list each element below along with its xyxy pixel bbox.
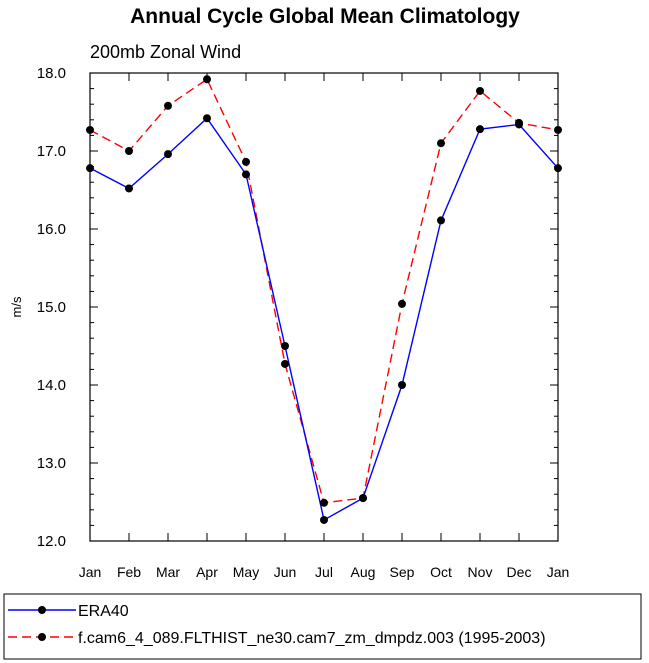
data-point-0 [515,120,523,129]
x-tick-label: Jan [547,564,570,580]
data-point-0 [203,114,211,123]
x-tick-label: Mar [156,564,180,580]
x-tick-label: Oct [430,564,452,580]
data-point-1 [476,86,484,95]
data-point-0 [320,515,328,524]
x-tick-label: Aug [351,564,376,580]
x-tick-label: Jan [79,564,102,580]
axis-ticks [89,72,559,542]
y-tick-labels: 12.0 13.0 14.0 15.0 16.0 17.0 18.0 [37,65,66,550]
series-layer [86,75,562,524]
data-point-0 [359,494,367,503]
x-tick-label: Sep [390,564,415,580]
y-tick-label: 17.0 [37,143,66,160]
series-line-1 [89,78,559,504]
y-tick-label: 18.0 [37,65,66,82]
legend-marker-0 [38,606,46,614]
chart-title: Annual Cycle Global Mean Climatology [130,5,520,28]
y-tick-label: 13.0 [37,455,66,472]
data-point-1 [320,498,328,507]
chart-subtitle: 200mb Zonal Wind [90,42,241,62]
x-tick-label: Nov [468,564,493,580]
data-point-1 [437,139,445,148]
data-point-1 [125,147,133,155]
data-point-0 [398,381,406,389]
legend: ERA40 f.cam6_4_089.FLTHIST_ne30.cam7_zm_d… [3,593,642,660]
data-point-0 [281,342,289,350]
x-tick-label: May [233,564,259,580]
data-point-0 [437,216,445,225]
data-point-0 [164,150,172,159]
x-tick-labels: Jan Feb Mar Apr May Jun Jul Aug Sep Oct Nov Dec Jan [79,564,570,580]
data-point-1 [164,101,172,110]
legend-label-1: f.cam6_4_089.FLTHIST_ne30.cam7_zm_dmpdz.… [78,630,546,647]
data-point-1 [242,157,250,166]
y-axis-label: m/s [9,296,24,317]
legend-entries: ERA40 f.cam6_4_089.FLTHIST_ne30.cam7_zm_d… [8,603,546,647]
data-point-1 [281,359,289,368]
plot-frame [89,72,559,542]
y-tick-label: 14.0 [37,377,66,394]
x-tick-label: Jun [274,564,297,580]
x-tick-label: Dec [507,564,532,580]
legend-box [3,593,642,660]
data-point-1 [203,75,211,84]
y-tick-label: 12.0 [37,533,66,550]
legend-label-0: ERA40 [78,603,129,620]
legend-marker-1 [38,633,46,641]
x-tick-label: Apr [196,564,218,580]
x-tick-label: Jul [315,564,333,580]
data-point-0 [476,125,484,134]
data-point-0 [125,184,133,193]
data-point-1 [398,299,406,308]
y-tick-label: 15.0 [37,299,66,316]
series-line-0 [89,117,559,522]
x-tick-label: Feb [117,564,141,580]
data-point-0 [242,170,250,179]
y-tick-label: 16.0 [37,221,66,238]
